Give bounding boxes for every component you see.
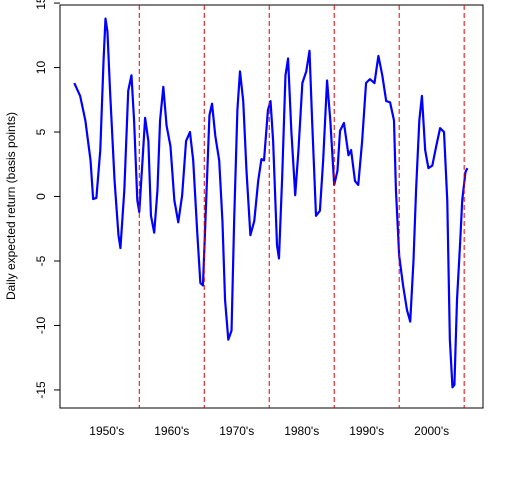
y-tick-label: -15	[34, 381, 48, 399]
x-tick-label: 1950's	[89, 424, 124, 438]
plot-frame	[59, 4, 484, 409]
y-tick-label: 15	[34, 0, 48, 10]
y-tick-label: -10	[34, 316, 48, 334]
y-axis-label: Daily expected return (basis points)	[4, 112, 18, 300]
x-tick-label: 1980's	[284, 424, 319, 438]
x-tick-label: 1990's	[349, 424, 384, 438]
series-line	[73, 17, 469, 389]
x-tick-label: 1960's	[154, 424, 189, 438]
x-tick-label: 2000's	[414, 424, 449, 438]
y-tick-label: -5	[34, 255, 48, 266]
y-tick-label: 5	[34, 128, 48, 135]
x-tick-label: 1970's	[219, 424, 254, 438]
y-tick-label: 0	[34, 193, 48, 200]
y-tick-label: 10	[34, 61, 48, 75]
